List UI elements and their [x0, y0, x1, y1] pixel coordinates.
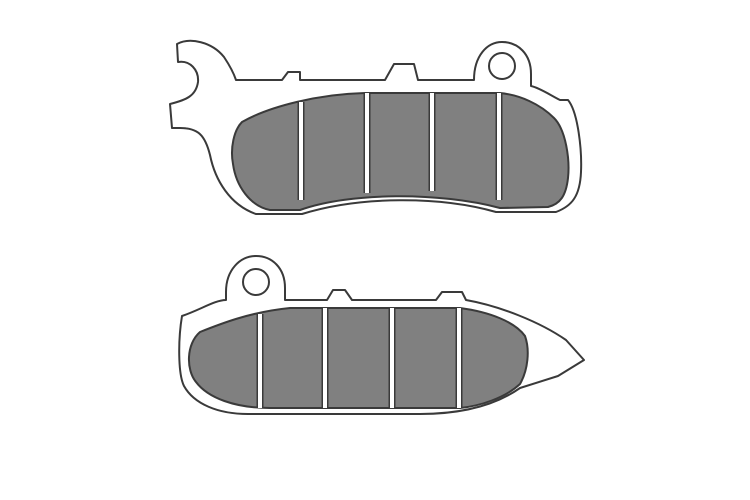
lower-mounting-hole	[242, 268, 270, 296]
upper-brake-pad	[169, 39, 583, 215]
upper-friction-material	[231, 92, 570, 211]
lower-friction-material	[188, 307, 529, 409]
upper-mounting-hole	[488, 52, 516, 80]
lower-brake-pad	[178, 255, 585, 415]
upper-slots	[297, 93, 503, 200]
lower-slots	[256, 308, 463, 408]
